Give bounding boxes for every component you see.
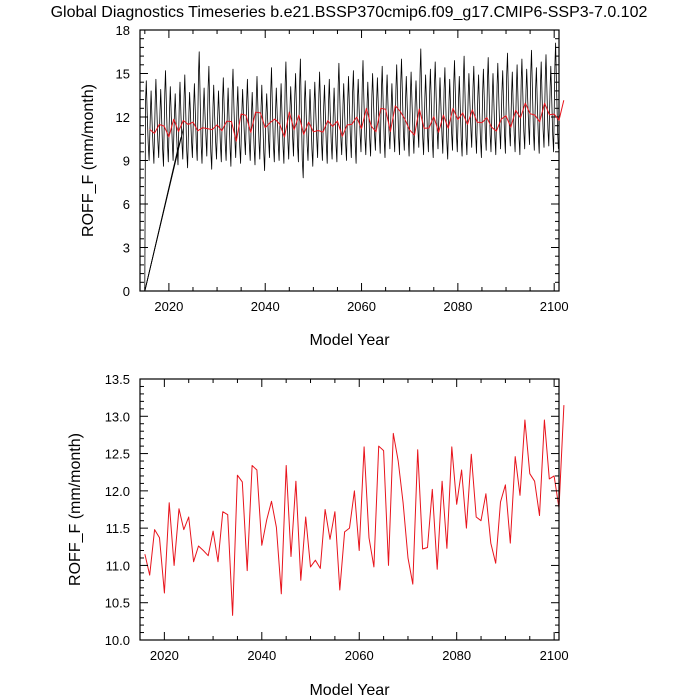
y-tick-label: 13.0 — [105, 409, 130, 424]
annual-series-line — [144, 405, 565, 616]
x-tick-label: 2020 — [154, 299, 183, 314]
y-tick-label: 6 — [123, 197, 130, 212]
top-panel: 2020 2040 2060 2080 2100 0 3 6 9 12 15 18 Model Year… — [80, 23, 569, 349]
y-tick-label: 18 — [116, 23, 130, 38]
y-tick-label: 12.5 — [105, 447, 130, 462]
bottom-panel: 2020 2040 2060 2080 2100 10.0 10.5 11.0 11.5 12.0… — [67, 372, 569, 699]
y-tick-label: 11.5 — [106, 521, 130, 536]
y-tick-label: 15 — [116, 67, 130, 82]
x-tick-label: 2080 — [442, 648, 471, 663]
y-tick-label: 10.5 — [105, 596, 130, 611]
monthly-series-line — [144, 42, 559, 292]
y-tick-label: 9 — [123, 154, 130, 169]
x-tick-label: 2060 — [345, 648, 374, 663]
monthly-startup-segment — [144, 128, 184, 292]
figure-title: Global Diagnostics Timeseries b.e21.BSSP… — [51, 4, 648, 21]
x-tick-label: 2040 — [247, 648, 276, 663]
x-tick-label: 2020 — [150, 648, 179, 663]
x-tick-label: 2100 — [540, 648, 569, 663]
x-axis-label: Model Year — [309, 332, 390, 349]
plot-frame — [139, 378, 560, 641]
y-tick-label: 12 — [116, 110, 130, 125]
y-axis-label: ROFF_F (mm/month) — [67, 433, 84, 586]
plot-frame — [139, 29, 560, 292]
x-tick-label: 2040 — [251, 299, 280, 314]
x-tick-label: 2060 — [347, 299, 376, 314]
y-axis-label: ROFF_F (mm/month) — [80, 84, 97, 237]
x-tick-label: 2080 — [443, 299, 472, 314]
x-tick-label: 2100 — [540, 299, 569, 314]
annual-series-line — [149, 100, 565, 142]
x-axis-label: Model Year — [309, 682, 390, 699]
y-tick-label: 0 — [123, 284, 130, 299]
y-tick-label: 11.0 — [106, 558, 130, 573]
y-tick-label: 10.0 — [105, 633, 130, 648]
y-tick-label: 13.5 — [105, 372, 130, 387]
y-tick-label: 12.0 — [105, 484, 130, 499]
y-tick-label: 3 — [123, 241, 130, 256]
